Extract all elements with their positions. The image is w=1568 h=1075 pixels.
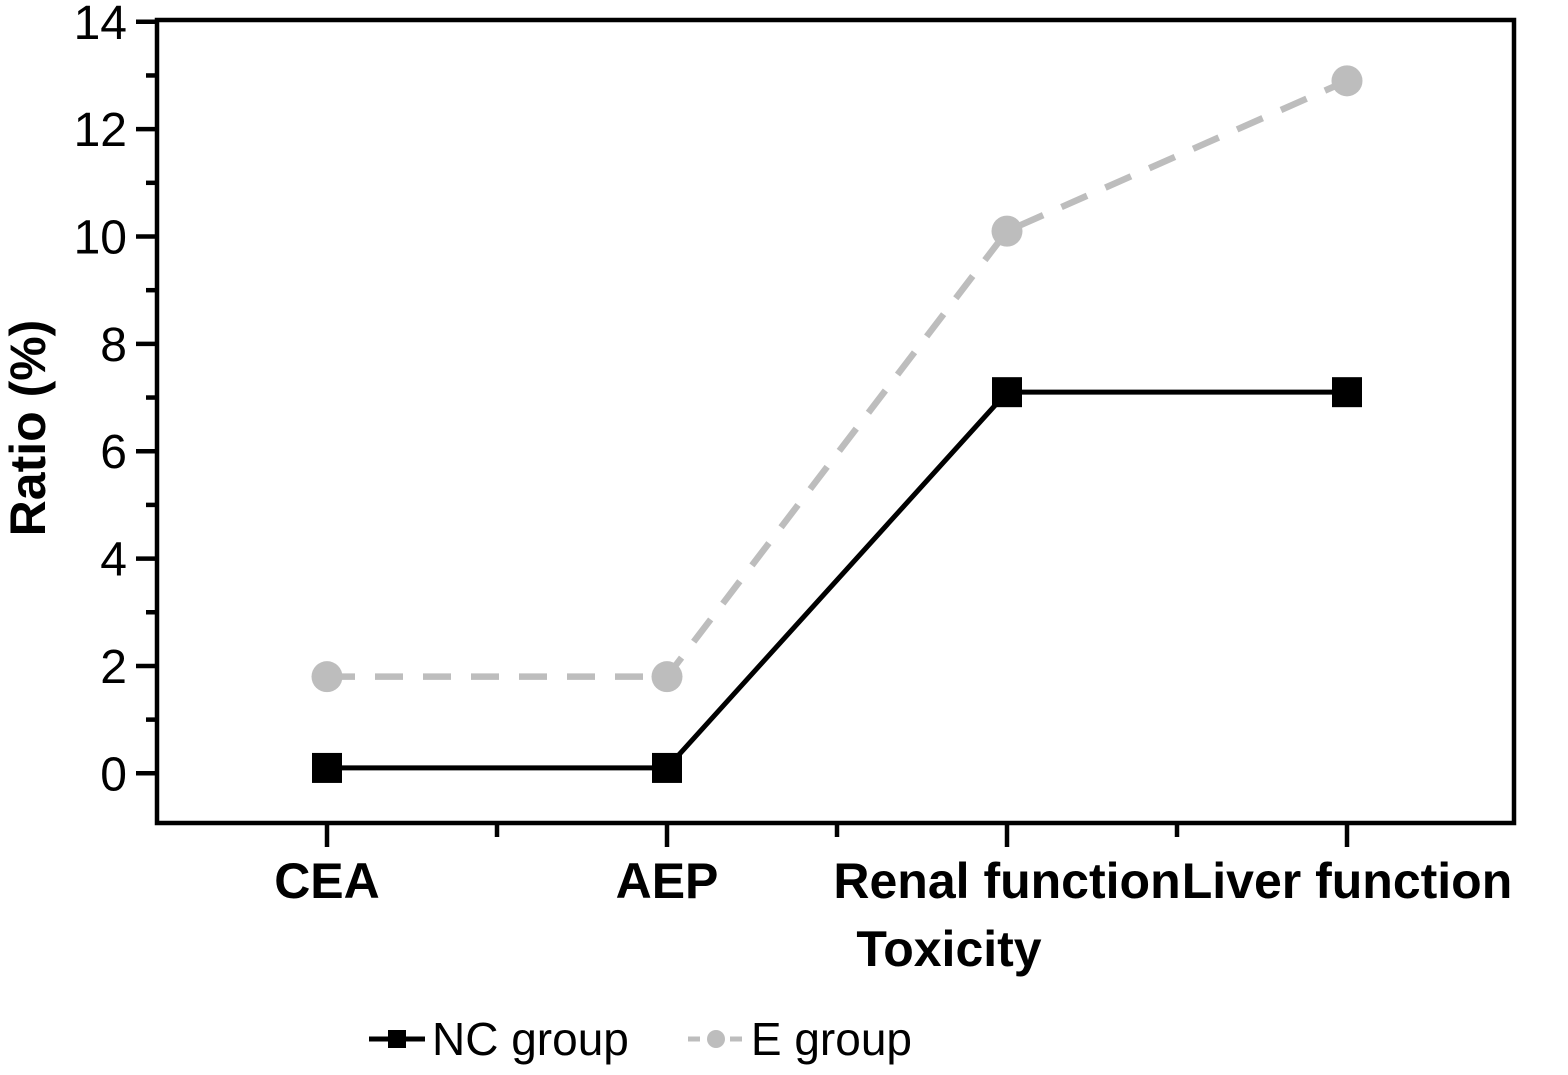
- data-point-square: [1332, 377, 1362, 408]
- data-point-square: [652, 752, 682, 783]
- data-point-circle: [651, 661, 683, 693]
- data-point-circle: [311, 661, 343, 693]
- data-point-square: [312, 752, 342, 783]
- plot-border: [154, 17, 1517, 826]
- x-category-label: Liver function: [1182, 853, 1513, 909]
- data-point-circle: [1331, 65, 1363, 97]
- legend: NC group E group: [368, 1016, 912, 1062]
- e-group-dash-circle-icon: [687, 1030, 744, 1048]
- y-tick-label: 14: [74, 0, 127, 50]
- x-axis-title: Toxicity: [856, 921, 1042, 977]
- y-tick-label: 12: [74, 104, 127, 157]
- data-point-circle: [991, 215, 1023, 247]
- y-tick-label: 8: [100, 319, 127, 372]
- series-line-0: [327, 389, 1347, 771]
- x-category-label: Renal function: [833, 853, 1180, 909]
- y-axis-title: Ratio (%): [0, 319, 56, 537]
- data-point-square: [992, 377, 1022, 408]
- series-line-1: [327, 77, 1349, 680]
- legend-label-e-group: E group: [750, 1013, 912, 1065]
- y-tick-label: 2: [100, 641, 127, 694]
- x-category-label: AEP: [616, 853, 719, 909]
- nc-group-line-square-icon: [369, 1030, 425, 1048]
- y-tick-label: 6: [100, 426, 127, 479]
- x-category-label: CEA: [274, 853, 380, 909]
- legend-item-e-group: E group: [687, 1016, 912, 1062]
- legend-item-nc-group: NC group: [368, 1016, 629, 1062]
- y-tick-label: 0: [100, 748, 127, 801]
- legend-label-nc-group: NC group: [432, 1013, 629, 1065]
- y-tick-label: 4: [100, 534, 127, 587]
- y-tick-label: 10: [74, 212, 127, 265]
